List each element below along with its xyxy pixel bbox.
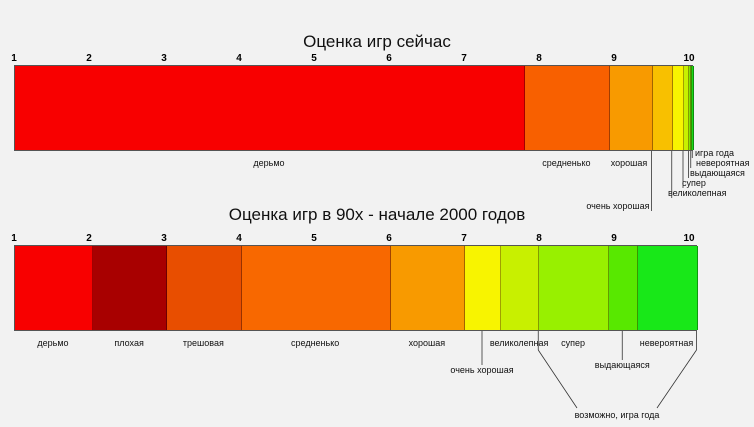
tick-label: 6	[386, 53, 392, 64]
segment-label: хорошая	[610, 158, 648, 168]
bar-segment	[688, 66, 691, 150]
segment-label: невероятная	[639, 338, 694, 348]
bar-segment	[241, 246, 391, 330]
tick-label: 3	[161, 233, 167, 244]
annotation-label: возможно, игра года	[574, 410, 660, 420]
segment-label: невероятная	[696, 158, 750, 168]
tick-label: 1	[11, 233, 17, 244]
tick-label: 2	[86, 233, 92, 244]
bar-segment	[652, 66, 673, 150]
tick-label: 8	[536, 53, 542, 64]
tick-label: 9	[611, 53, 617, 64]
segment-label: трешовая	[182, 338, 224, 348]
bar-segment	[637, 246, 698, 330]
tick-label: 3	[161, 53, 167, 64]
bar-segment	[93, 246, 168, 330]
bar-segment	[501, 246, 540, 330]
segment-label: великолепная	[668, 188, 727, 198]
bar-segment	[684, 66, 689, 150]
tick-label: 10	[683, 53, 695, 64]
tick-label: 5	[311, 233, 317, 244]
tick-label: 1	[11, 53, 17, 64]
segment-label: очень хорошая	[586, 201, 650, 211]
segment-label: супер	[561, 338, 586, 348]
annotation-leader	[537, 349, 578, 409]
tick-label: 8	[536, 233, 542, 244]
tick-label: 7	[461, 233, 467, 244]
bar-segment	[609, 66, 653, 150]
bar-segment	[609, 246, 638, 330]
segment-label: средненько	[291, 338, 340, 348]
annotation-leader	[656, 349, 697, 409]
segment-label: дерьмо	[37, 338, 69, 348]
segment-label: средненько	[542, 158, 591, 168]
tick-label: 4	[236, 53, 242, 64]
tick-label: 6	[386, 233, 392, 244]
tick-label: 2	[86, 53, 92, 64]
segment-label: супер	[682, 178, 706, 188]
segment-label: выдающаяся	[690, 168, 745, 178]
segment-label: игра года	[695, 148, 734, 158]
tick-label: 7	[461, 53, 467, 64]
tick-label: 5	[311, 53, 317, 64]
tick-label: 9	[611, 233, 617, 244]
segment-label: очень хорошая	[450, 365, 514, 375]
tick-label: 4	[236, 233, 242, 244]
segment-label: дерьмо	[253, 158, 285, 168]
bar-segment	[390, 246, 465, 330]
bar-segment	[15, 246, 93, 330]
bar-segment	[15, 66, 525, 150]
segment-label: плохая	[114, 338, 144, 348]
chart-1-bar	[14, 65, 694, 151]
bar-segment	[672, 66, 684, 150]
bar-segment	[167, 246, 242, 330]
bar-segment	[525, 66, 610, 150]
bar-segment	[465, 246, 501, 330]
chart-2-bar	[14, 245, 698, 331]
chart-2-title: Оценка игр в 90х - начале 2000 годов	[228, 205, 526, 224]
bar-segment	[690, 66, 693, 150]
tick-label: 10	[683, 233, 695, 244]
bar-segment	[692, 66, 694, 150]
bar-segment	[539, 246, 609, 330]
segment-label: хорошая	[408, 338, 446, 348]
segment-label: выдающаяся	[594, 360, 650, 370]
chart-1-title: Оценка игр сейчас	[303, 32, 451, 51]
segment-label: великолепная	[489, 338, 549, 348]
